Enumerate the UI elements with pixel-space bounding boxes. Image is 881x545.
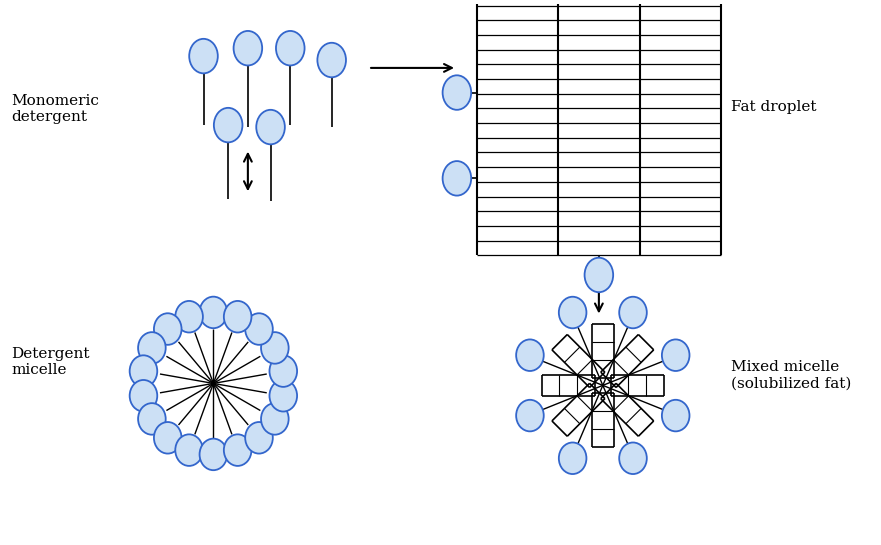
Ellipse shape <box>138 403 166 435</box>
Ellipse shape <box>138 332 166 364</box>
Ellipse shape <box>619 443 647 474</box>
Ellipse shape <box>175 434 203 466</box>
Text: Detergent
micelle: Detergent micelle <box>11 347 90 377</box>
Ellipse shape <box>662 340 690 371</box>
Ellipse shape <box>662 400 690 431</box>
Ellipse shape <box>224 301 251 332</box>
Text: Mixed micelle
(solubilized fat): Mixed micelle (solubilized fat) <box>731 360 851 391</box>
Ellipse shape <box>245 313 273 345</box>
Text: Fat droplet: Fat droplet <box>731 100 817 114</box>
Ellipse shape <box>559 296 587 328</box>
Ellipse shape <box>270 380 297 411</box>
Ellipse shape <box>154 313 181 345</box>
Ellipse shape <box>214 108 242 142</box>
Ellipse shape <box>130 355 158 387</box>
Ellipse shape <box>233 31 263 65</box>
Ellipse shape <box>200 296 227 328</box>
Ellipse shape <box>516 340 544 371</box>
Ellipse shape <box>559 443 587 474</box>
Ellipse shape <box>276 31 305 65</box>
Ellipse shape <box>317 43 346 77</box>
Ellipse shape <box>261 332 289 364</box>
Ellipse shape <box>245 422 273 453</box>
Ellipse shape <box>270 355 297 387</box>
Ellipse shape <box>585 258 613 292</box>
Ellipse shape <box>130 380 158 411</box>
Ellipse shape <box>256 110 285 144</box>
Ellipse shape <box>261 403 289 435</box>
Ellipse shape <box>619 296 647 328</box>
Ellipse shape <box>516 400 544 431</box>
Ellipse shape <box>175 301 203 332</box>
Ellipse shape <box>189 39 218 74</box>
Ellipse shape <box>224 434 251 466</box>
Ellipse shape <box>442 75 471 110</box>
Ellipse shape <box>200 439 227 470</box>
Text: Monomeric
detergent: Monomeric detergent <box>11 94 100 124</box>
Ellipse shape <box>154 422 181 453</box>
Ellipse shape <box>442 161 471 196</box>
